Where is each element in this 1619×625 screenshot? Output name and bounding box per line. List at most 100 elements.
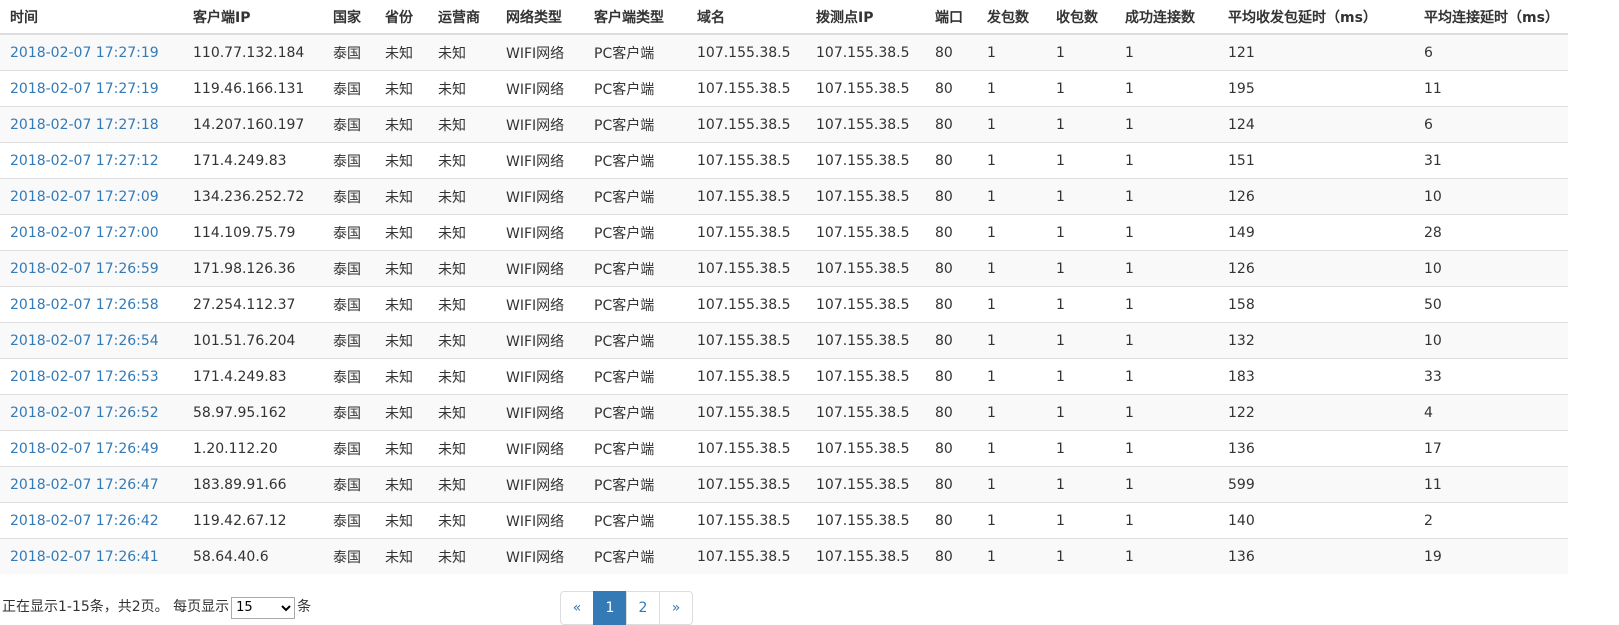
cell-carrier: 未知: [428, 70, 496, 107]
cell-client-ip: 27.254.112.37: [183, 286, 323, 323]
cell-carrier: 未知: [428, 214, 496, 251]
cell-country: 泰国: [323, 250, 375, 287]
header-country[interactable]: 国家: [323, 0, 375, 35]
table-row[interactable]: 2018-02-07 17:27:09 134.236.252.72 泰国 未知 未知 W…: [0, 178, 1568, 215]
page-info: 正在显示1-15条，共2页。 每页显示 15 条: [2, 596, 311, 619]
time-link[interactable]: 2018-02-07 17:26:47: [10, 476, 159, 493]
cell-client-type: PC客户端: [584, 358, 687, 395]
time-link[interactable]: 2018-02-07 17:27:12: [10, 152, 159, 169]
header-packets-sent[interactable]: 发包数: [977, 0, 1046, 35]
cell-country: 泰国: [323, 466, 375, 503]
time-link[interactable]: 2018-02-07 17:26:52: [10, 404, 159, 421]
cell-domain: 107.155.38.5: [687, 214, 806, 251]
cell-country: 泰国: [323, 106, 375, 143]
table-row[interactable]: 2018-02-07 17:26:59 171.98.126.36 泰国 未知 未知 WI…: [0, 250, 1568, 287]
time-link[interactable]: 2018-02-07 17:26:58: [10, 296, 159, 313]
cell-packets-received: 1: [1046, 214, 1115, 251]
time-link[interactable]: 2018-02-07 17:27:00: [10, 224, 159, 241]
header-probe-ip[interactable]: 拨测点IP: [806, 0, 925, 35]
cell-network-type: WIFI网络: [496, 358, 584, 395]
time-link[interactable]: 2018-02-07 17:26:54: [10, 332, 159, 349]
header-client-ip[interactable]: 客户端IP: [183, 0, 323, 35]
cell-avg-connect-latency: 19: [1414, 538, 1568, 574]
time-link[interactable]: 2018-02-07 17:27:18: [10, 116, 159, 133]
time-link[interactable]: 2018-02-07 17:26:42: [10, 512, 159, 529]
header-avg-connect-latency[interactable]: 平均连接延时（ms）: [1414, 0, 1568, 35]
cell-avg-packet-latency: 149: [1218, 214, 1414, 251]
header-domain[interactable]: 域名: [687, 0, 806, 35]
cell-packets-sent: 1: [977, 214, 1046, 251]
table-row[interactable]: 2018-02-07 17:26:41 58.64.40.6 泰国 未知 未知 WIFI网…: [0, 538, 1568, 574]
cell-packets-received: 1: [1046, 322, 1115, 359]
table-row[interactable]: 2018-02-07 17:26:53 171.4.249.83 泰国 未知 未知 WIF…: [0, 358, 1568, 395]
time-link[interactable]: 2018-02-07 17:27:09: [10, 188, 159, 205]
time-link[interactable]: 2018-02-07 17:26:49: [10, 440, 159, 457]
header-port[interactable]: 端口: [925, 0, 977, 35]
table-row[interactable]: 2018-02-07 17:26:49 1.20.112.20 泰国 未知 未知 WIFI…: [0, 430, 1568, 467]
page-size-select[interactable]: 15: [231, 596, 296, 619]
cell-province: 未知: [375, 250, 428, 287]
cell-packets-sent: 1: [977, 178, 1046, 215]
cell-client-type: PC客户端: [584, 142, 687, 179]
table-row[interactable]: 2018-02-07 17:26:58 27.254.112.37 泰国 未知 未知 WI…: [0, 286, 1568, 323]
table-row[interactable]: 2018-02-07 17:27:12 171.4.249.83 泰国 未知 未知 WIF…: [0, 142, 1568, 179]
cell-province: 未知: [375, 358, 428, 395]
cell-successful-connections: 1: [1115, 358, 1218, 395]
cell-port: 80: [925, 178, 977, 215]
time-link[interactable]: 2018-02-07 17:26:53: [10, 368, 159, 385]
time-link[interactable]: 2018-02-07 17:26:59: [10, 260, 159, 277]
table-row[interactable]: 2018-02-07 17:27:18 14.207.160.197 泰国 未知 未知 W…: [0, 106, 1568, 143]
table-row[interactable]: 2018-02-07 17:26:47 183.89.91.66 泰国 未知 未知 WIF…: [0, 466, 1568, 503]
table-row[interactable]: 2018-02-07 17:27:00 114.109.75.79 泰国 未知 未知 WI…: [0, 214, 1568, 251]
cell-client-type: PC客户端: [584, 33, 687, 71]
cell-avg-connect-latency: 31: [1414, 142, 1568, 179]
table-row[interactable]: 2018-02-07 17:26:52 58.97.95.162 泰国 未知 未知 WIF…: [0, 394, 1568, 431]
cell-client-type: PC客户端: [584, 250, 687, 287]
cell-packets-sent: 1: [977, 70, 1046, 107]
cell-packets-received: 1: [1046, 142, 1115, 179]
cell-avg-packet-latency: 126: [1218, 178, 1414, 215]
cell-domain: 107.155.38.5: [687, 33, 806, 71]
cell-successful-connections: 1: [1115, 250, 1218, 287]
cell-time: 2018-02-07 17:26:59: [0, 250, 183, 287]
page-info-suffix: 条: [297, 599, 312, 615]
table-row[interactable]: 2018-02-07 17:27:19 119.46.166.131 泰国 未知 未知 W…: [0, 70, 1568, 107]
cell-successful-connections: 1: [1115, 33, 1218, 71]
cell-carrier: 未知: [428, 142, 496, 179]
cell-client-ip: 101.51.76.204: [183, 322, 323, 359]
cell-avg-connect-latency: 17: [1414, 430, 1568, 467]
cell-avg-connect-latency: 6: [1414, 33, 1568, 71]
time-link[interactable]: 2018-02-07 17:27:19: [10, 44, 159, 61]
header-province[interactable]: 省份: [375, 0, 428, 35]
cell-client-type: PC客户端: [584, 538, 687, 574]
cell-successful-connections: 1: [1115, 394, 1218, 431]
cell-domain: 107.155.38.5: [687, 250, 806, 287]
cell-probe-ip: 107.155.38.5: [806, 250, 925, 287]
cell-avg-connect-latency: 33: [1414, 358, 1568, 395]
cell-province: 未知: [375, 466, 428, 503]
cell-country: 泰国: [323, 286, 375, 323]
header-successful-connections[interactable]: 成功连接数: [1115, 0, 1218, 35]
header-client-type[interactable]: 客户端类型: [584, 0, 687, 35]
cell-probe-ip: 107.155.38.5: [806, 502, 925, 539]
cell-time: 2018-02-07 17:26:42: [0, 502, 183, 539]
header-packets-received[interactable]: 收包数: [1046, 0, 1115, 35]
table-row[interactable]: 2018-02-07 17:26:54 101.51.76.204 泰国 未知 未知 WI…: [0, 322, 1568, 359]
pagination-next-button[interactable]: »: [659, 591, 693, 625]
cell-probe-ip: 107.155.38.5: [806, 322, 925, 359]
time-link[interactable]: 2018-02-07 17:27:19: [10, 80, 159, 97]
table-row[interactable]: 2018-02-07 17:26:42 119.42.67.12 泰国 未知 未知 WIF…: [0, 502, 1568, 539]
header-avg-packet-latency[interactable]: 平均收发包延时（ms）: [1218, 0, 1414, 35]
header-network-type[interactable]: 网络类型: [496, 0, 584, 35]
cell-time: 2018-02-07 17:26:58: [0, 286, 183, 323]
cell-network-type: WIFI网络: [496, 142, 584, 179]
header-time[interactable]: 时间: [0, 0, 183, 35]
cell-avg-connect-latency: 50: [1414, 286, 1568, 323]
cell-probe-ip: 107.155.38.5: [806, 538, 925, 574]
time-link[interactable]: 2018-02-07 17:26:41: [10, 548, 159, 565]
table-row[interactable]: 2018-02-07 17:27:19 110.77.132.184 泰国 未知 未知 W…: [0, 33, 1568, 71]
cell-carrier: 未知: [428, 250, 496, 287]
cell-province: 未知: [375, 286, 428, 323]
header-carrier[interactable]: 运营商: [428, 0, 496, 35]
pagination-prev-button[interactable]: «: [560, 591, 594, 625]
